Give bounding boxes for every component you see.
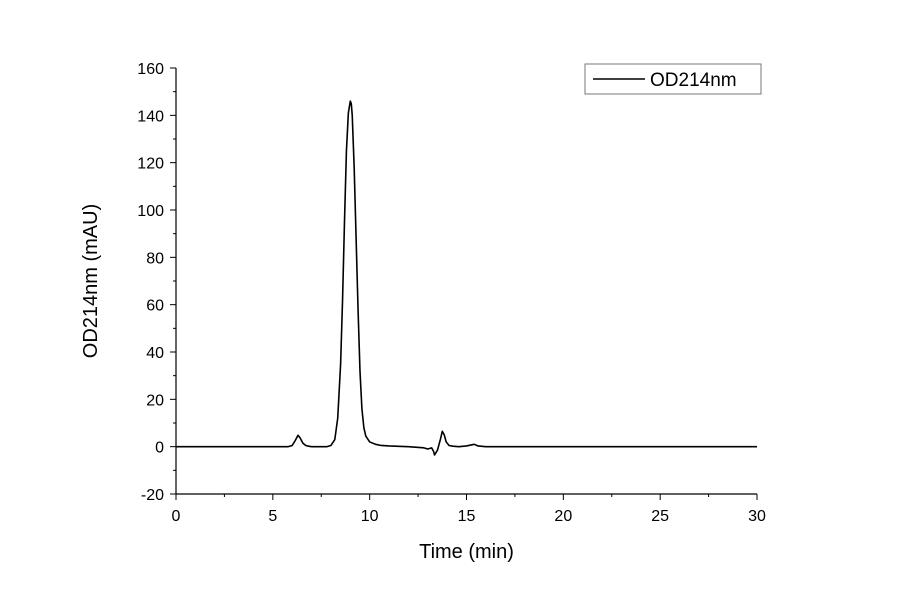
y-tick-label: 140: [137, 108, 164, 125]
y-axis-title: OD214nm (mAU): [80, 204, 102, 358]
y-tick-label: 80: [146, 250, 164, 267]
x-tick-label: 25: [651, 508, 669, 525]
y-tick-label: 100: [137, 203, 164, 220]
legend-label: OD214nm: [650, 70, 737, 91]
y-tick-label: 40: [146, 345, 164, 362]
x-tick-label: 30: [748, 508, 766, 525]
y-tick-label: 0: [155, 440, 164, 457]
y-tick-label: 160: [137, 61, 164, 78]
x-tick-label: 0: [172, 508, 181, 525]
axes: -20 0 20 40 60 80 100 120 140 160 0 5 10 15 20 25 30 Time…: [80, 61, 766, 563]
series-line-group: [176, 100, 757, 456]
x-tick-label: 15: [458, 508, 476, 525]
x-tick-label: 10: [361, 508, 379, 525]
x-tick-label: 5: [268, 508, 277, 525]
legend: OD214nm: [584, 63, 762, 95]
x-tick-label: 20: [554, 508, 572, 525]
y-tick-label: 120: [137, 156, 164, 173]
x-axis-title: Time (min): [419, 541, 514, 563]
series-line-0: [176, 100, 757, 456]
y-tick-label: -20: [141, 487, 164, 504]
y-tick-label: 20: [146, 392, 164, 409]
y-tick-label: 60: [146, 298, 164, 315]
